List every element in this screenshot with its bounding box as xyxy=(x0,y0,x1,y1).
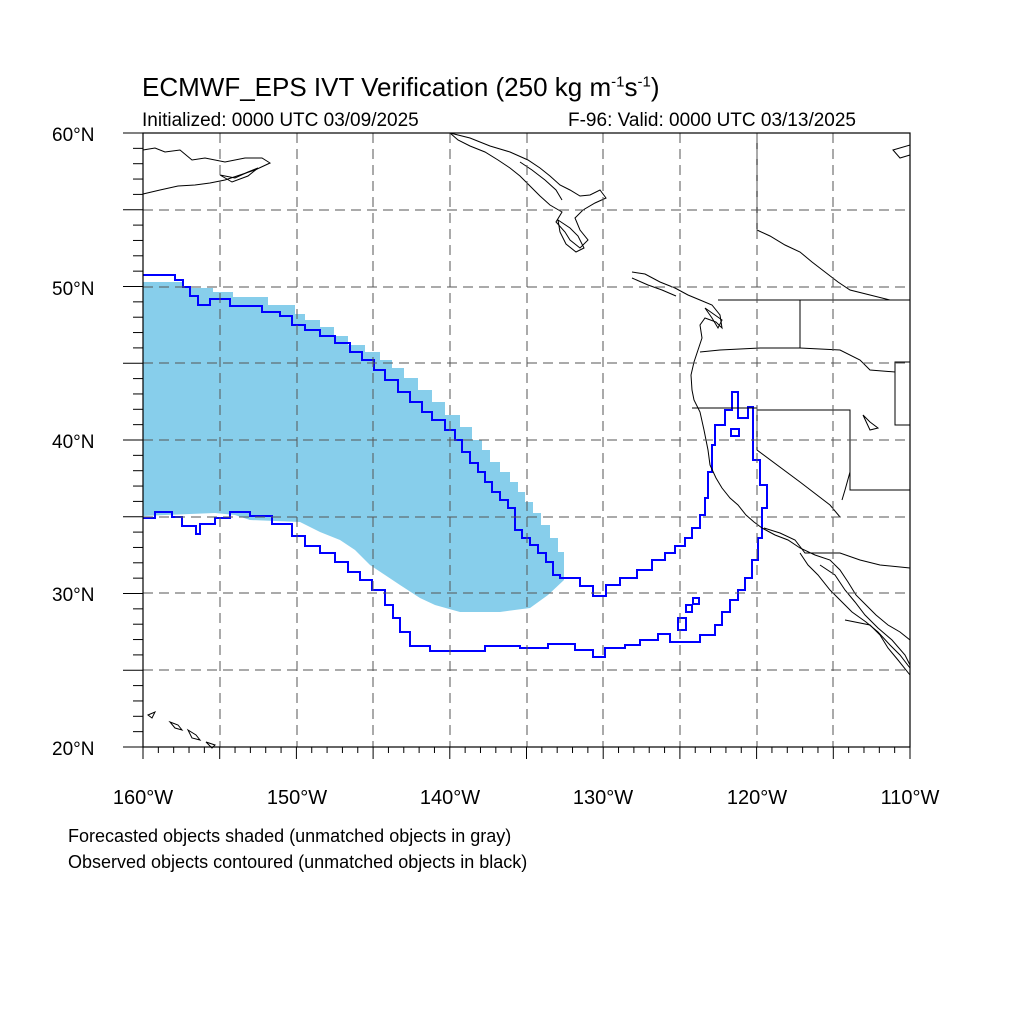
observed-object xyxy=(143,274,768,658)
lon-label: 110°W xyxy=(881,787,940,809)
forecast-legend-note: Forecasted objects shaded (unmatched obj… xyxy=(68,826,512,846)
lon-label: 130°W xyxy=(573,787,633,809)
lat-label: 40°N xyxy=(52,432,94,453)
coastlines xyxy=(142,132,911,749)
observed-blob xyxy=(730,428,740,437)
map-title: ECMWF_EPS IVT Verification (250 kg m-1s-… xyxy=(142,72,660,102)
observed-blob xyxy=(677,617,687,631)
lon-label: 120°W xyxy=(727,787,787,809)
observed-blob xyxy=(692,597,700,605)
lat-label: 50°N xyxy=(52,279,94,300)
observed-legend-note: Observed objects contoured (unmatched ob… xyxy=(68,852,528,872)
lon-label: 150°W xyxy=(267,787,327,809)
lat-labels: 60°N 50°N 40°N 30°N 20°N xyxy=(52,125,94,760)
lon-label: 140°W xyxy=(420,787,480,809)
graticule xyxy=(143,133,910,747)
initialized-time: Initialized: 0000 UTC 03/09/2025 xyxy=(142,110,419,131)
valid-time: F-96: Valid: 0000 UTC 03/13/2025 xyxy=(568,110,856,131)
observed-blob xyxy=(685,604,693,613)
lat-label: 30°N xyxy=(52,585,94,606)
lon-labels: 160°W 150°W 140°W 130°W 120°W 110°W xyxy=(113,787,940,809)
forecast-object xyxy=(143,282,564,612)
lat-label: 20°N xyxy=(52,739,94,760)
lat-label: 60°N xyxy=(52,125,94,146)
axis-ticks xyxy=(123,132,911,759)
lon-label: 160°W xyxy=(113,787,173,809)
